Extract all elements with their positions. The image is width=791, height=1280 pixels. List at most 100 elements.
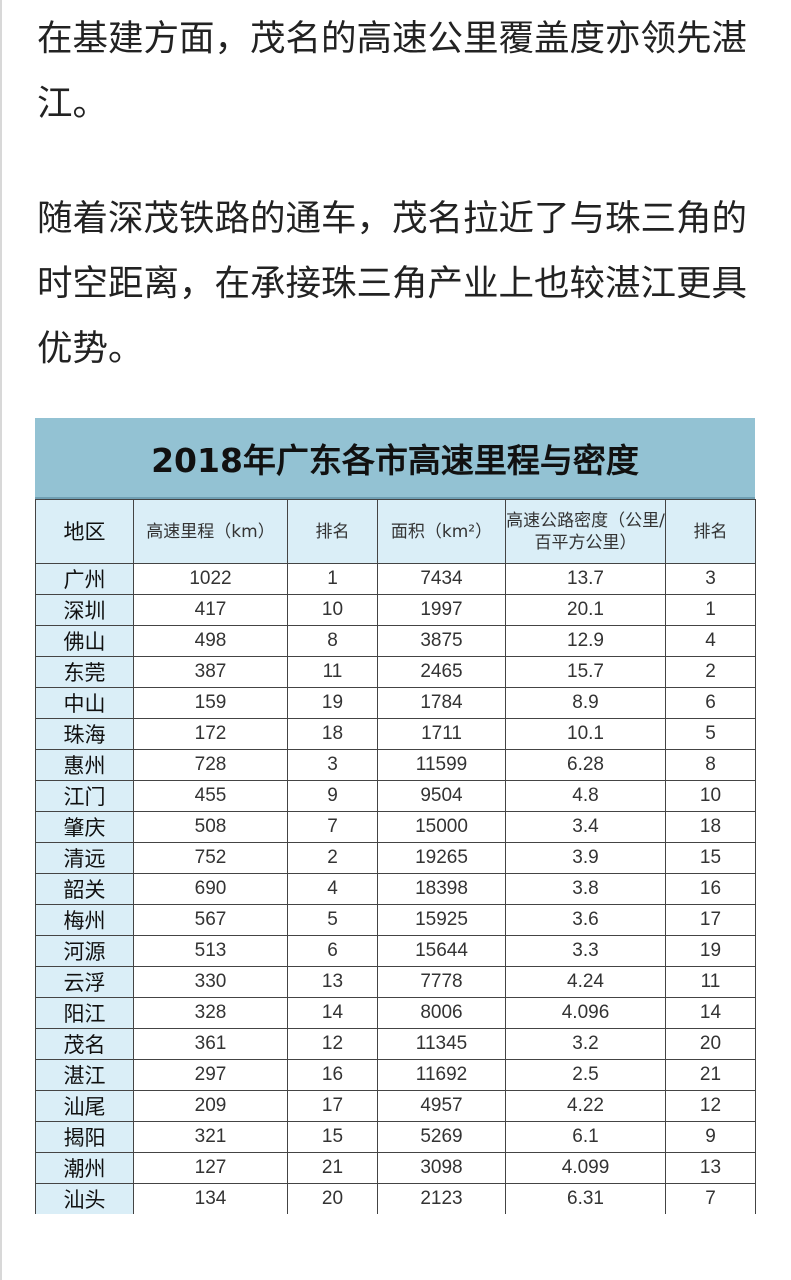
cell-area: 11599 bbox=[377, 749, 506, 781]
cell-region: 肇庆 bbox=[35, 811, 134, 843]
table-row: 茂名 361 12 11345 3.2 20 bbox=[35, 1028, 756, 1060]
cell-mileage: 1022 bbox=[133, 563, 288, 595]
cell-mileage-rank: 21 bbox=[287, 1152, 378, 1184]
cell-density-rank: 16 bbox=[665, 873, 756, 905]
cell-area: 15000 bbox=[377, 811, 506, 843]
cell-mileage-rank: 14 bbox=[287, 997, 378, 1029]
column-header-mileage: 高速里程（km） bbox=[133, 499, 288, 564]
table-row: 云浮 330 13 7778 4.24 11 bbox=[35, 966, 756, 998]
cell-area: 7434 bbox=[377, 563, 506, 595]
cell-density: 3.4 bbox=[505, 811, 666, 843]
cell-area: 1784 bbox=[377, 687, 506, 719]
cell-density: 2.5 bbox=[505, 1059, 666, 1091]
cell-density: 13.7 bbox=[505, 563, 666, 595]
table-row: 韶关 690 4 18398 3.8 16 bbox=[35, 873, 756, 905]
cell-mileage: 172 bbox=[133, 718, 288, 750]
cell-region: 中山 bbox=[35, 687, 134, 719]
cell-area: 15925 bbox=[377, 904, 506, 936]
cell-density: 3.6 bbox=[505, 904, 666, 936]
cell-area: 3098 bbox=[377, 1152, 506, 1184]
cell-region: 江门 bbox=[35, 780, 134, 812]
cell-region: 揭阳 bbox=[35, 1121, 134, 1153]
cell-area: 8006 bbox=[377, 997, 506, 1029]
cell-mileage: 297 bbox=[133, 1059, 288, 1091]
cell-mileage-rank: 9 bbox=[287, 780, 378, 812]
cell-density: 15.7 bbox=[505, 656, 666, 688]
cell-density-rank: 7 bbox=[665, 1183, 756, 1214]
table-row: 揭阳 321 15 5269 6.1 9 bbox=[35, 1121, 756, 1153]
cell-density-rank: 5 bbox=[665, 718, 756, 750]
cell-mileage-rank: 7 bbox=[287, 811, 378, 843]
cell-density-rank: 2 bbox=[665, 656, 756, 688]
cell-region: 湛江 bbox=[35, 1059, 134, 1091]
cell-density: 4.8 bbox=[505, 780, 666, 812]
cell-mileage-rank: 10 bbox=[287, 594, 378, 626]
cell-region: 汕尾 bbox=[35, 1090, 134, 1122]
cell-mileage-rank: 18 bbox=[287, 718, 378, 750]
cell-mileage-rank: 8 bbox=[287, 625, 378, 657]
cell-region: 东莞 bbox=[35, 656, 134, 688]
cell-density-rank: 11 bbox=[665, 966, 756, 998]
cell-mileage-rank: 1 bbox=[287, 563, 378, 595]
cell-density-rank: 19 bbox=[665, 935, 756, 967]
cell-region: 韶关 bbox=[35, 873, 134, 905]
cell-density: 3.2 bbox=[505, 1028, 666, 1060]
cell-region: 汕头 bbox=[35, 1183, 134, 1214]
cell-area: 5269 bbox=[377, 1121, 506, 1153]
cell-density-rank: 4 bbox=[665, 625, 756, 657]
cell-mileage: 159 bbox=[133, 687, 288, 719]
cell-mileage: 387 bbox=[133, 656, 288, 688]
cell-region: 茂名 bbox=[35, 1028, 134, 1060]
cell-density-rank: 1 bbox=[665, 594, 756, 626]
table-row: 珠海 172 18 1711 10.1 5 bbox=[35, 718, 756, 750]
table-row: 汕尾 209 17 4957 4.22 12 bbox=[35, 1090, 756, 1122]
cell-mileage: 728 bbox=[133, 749, 288, 781]
cell-mileage: 752 bbox=[133, 842, 288, 874]
cell-density: 3.9 bbox=[505, 842, 666, 874]
cell-area: 7778 bbox=[377, 966, 506, 998]
table-row: 广州 1022 1 7434 13.7 3 bbox=[35, 563, 756, 595]
cell-region: 深圳 bbox=[35, 594, 134, 626]
cell-density-rank: 13 bbox=[665, 1152, 756, 1184]
cell-mileage-rank: 12 bbox=[287, 1028, 378, 1060]
cell-mileage: 690 bbox=[133, 873, 288, 905]
cell-mileage: 127 bbox=[133, 1152, 288, 1184]
table-row: 清远 752 2 19265 3.9 15 bbox=[35, 842, 756, 874]
cell-mileage-rank: 16 bbox=[287, 1059, 378, 1091]
table-row: 潮州 127 21 3098 4.099 13 bbox=[35, 1152, 756, 1184]
cell-region: 清远 bbox=[35, 842, 134, 874]
cell-density: 12.9 bbox=[505, 625, 666, 657]
cell-density-rank: 3 bbox=[665, 563, 756, 595]
cell-density-rank: 17 bbox=[665, 904, 756, 936]
cell-mileage-rank: 13 bbox=[287, 966, 378, 998]
table-row: 阳江 328 14 8006 4.096 14 bbox=[35, 997, 756, 1029]
cell-mileage-rank: 19 bbox=[287, 687, 378, 719]
cell-density-rank: 21 bbox=[665, 1059, 756, 1091]
cell-density: 20.1 bbox=[505, 594, 666, 626]
cell-region: 广州 bbox=[35, 563, 134, 595]
cell-region: 梅州 bbox=[35, 904, 134, 936]
cell-mileage: 361 bbox=[133, 1028, 288, 1060]
page-edge-divider bbox=[0, 0, 2, 1280]
cell-density: 6.31 bbox=[505, 1183, 666, 1214]
table-title: 2018年广东各市高速里程与密度 bbox=[35, 418, 755, 499]
cell-area: 1997 bbox=[377, 594, 506, 626]
cell-mileage: 321 bbox=[133, 1121, 288, 1153]
cell-region: 珠海 bbox=[35, 718, 134, 750]
table-row: 河源 513 6 15644 3.3 19 bbox=[35, 935, 756, 967]
column-header-density: 高速公路密度（公里/百平方公里） bbox=[505, 499, 666, 564]
cell-region: 云浮 bbox=[35, 966, 134, 998]
cell-density-rank: 9 bbox=[665, 1121, 756, 1153]
cell-region: 河源 bbox=[35, 935, 134, 967]
cell-mileage: 134 bbox=[133, 1183, 288, 1214]
cell-density-rank: 8 bbox=[665, 749, 756, 781]
cell-density: 4.22 bbox=[505, 1090, 666, 1122]
cell-density: 4.24 bbox=[505, 966, 666, 998]
cell-mileage-rank: 11 bbox=[287, 656, 378, 688]
cell-density-rank: 12 bbox=[665, 1090, 756, 1122]
cell-area: 3875 bbox=[377, 625, 506, 657]
cell-region: 潮州 bbox=[35, 1152, 134, 1184]
cell-area: 9504 bbox=[377, 780, 506, 812]
cell-density-rank: 20 bbox=[665, 1028, 756, 1060]
cell-area: 4957 bbox=[377, 1090, 506, 1122]
